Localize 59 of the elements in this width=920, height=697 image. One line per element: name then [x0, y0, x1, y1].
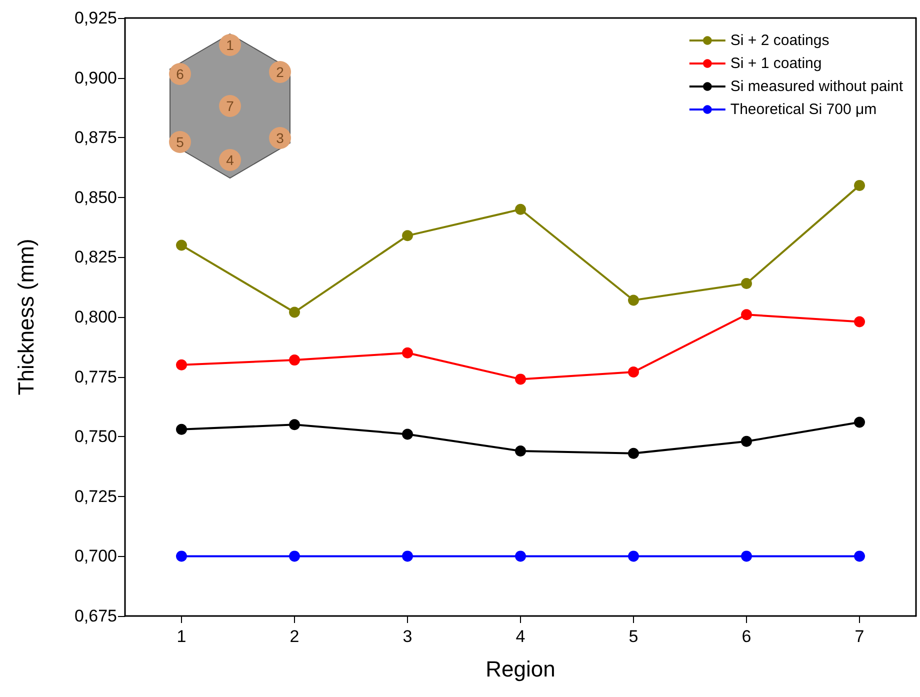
point [402, 347, 413, 358]
point [515, 445, 526, 456]
x-tick-label: 2 [290, 627, 300, 646]
legend-label: Theoretical Si 700 μm [730, 101, 877, 118]
y-tick-label: 0,700 [74, 546, 117, 566]
point [741, 278, 752, 290]
point [402, 550, 413, 562]
point [515, 204, 526, 215]
point [289, 419, 300, 430]
point [628, 550, 639, 562]
point [402, 230, 413, 242]
y-tick-label: 0,875 [74, 128, 117, 148]
point [741, 309, 752, 320]
x-tick-label: 3 [402, 627, 412, 646]
annotation: 6 [176, 66, 184, 82]
y-tick-label: 0,675 [74, 606, 117, 626]
point [402, 428, 413, 440]
y-tick-label: 0,800 [74, 308, 117, 326]
point [854, 316, 865, 328]
annotation: 5 [176, 134, 184, 150]
point [515, 550, 526, 562]
point [176, 550, 187, 562]
x-tick-label: 5 [628, 627, 638, 646]
point [628, 448, 639, 459]
point [741, 436, 752, 447]
point [854, 180, 865, 191]
y-tick-label: 0,900 [74, 68, 117, 88]
legend-label: Si + 1 coating [730, 55, 822, 72]
x-tick-label: 4 [516, 627, 526, 646]
x-tick-label: 7 [854, 627, 864, 646]
x-tick-label: 1 [176, 627, 186, 646]
point [176, 424, 187, 435]
y-tick-label: 0,825 [74, 248, 117, 267]
annotation: 2 [276, 64, 284, 80]
annotation: 4 [226, 152, 234, 168]
point [854, 416, 865, 428]
point [628, 294, 639, 306]
point [515, 374, 526, 385]
point [289, 550, 300, 562]
point [176, 359, 187, 370]
y-tick-label: 0,750 [74, 427, 117, 446]
legend-label: Si measured without paint [730, 78, 904, 95]
point [289, 354, 300, 366]
point [176, 240, 187, 251]
point [289, 306, 300, 318]
y-tick-label: 0,850 [74, 188, 117, 207]
point [741, 550, 752, 562]
x-tick-label: 6 [742, 627, 752, 646]
point [628, 366, 639, 378]
point [854, 550, 865, 562]
x-axis-title: Region [486, 656, 556, 682]
y-tick-label: 0,925 [74, 8, 117, 28]
y-tick-label: 0,725 [74, 486, 117, 506]
legend-label: Si + 2 coatings [730, 32, 830, 49]
annotation: 7 [226, 98, 234, 114]
y-tick-label: 0,775 [74, 367, 117, 386]
annotation: 3 [276, 130, 284, 146]
annotation: 1 [226, 37, 234, 53]
y-axis-title: Thickness (mm) [14, 238, 38, 396]
